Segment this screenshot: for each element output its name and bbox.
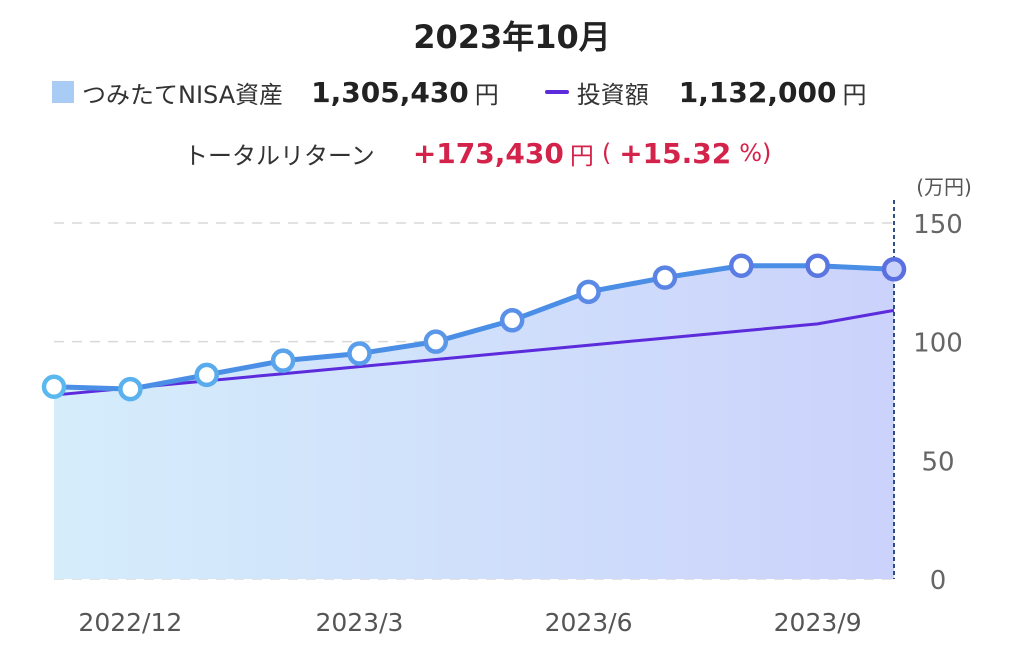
asset-unit: 円 bbox=[474, 80, 499, 109]
invest-value: 1,132,000 bbox=[678, 75, 837, 109]
y-axis-unit: (万円) bbox=[916, 175, 972, 199]
asset-point bbox=[270, 348, 296, 373]
asset-legend-swatch bbox=[52, 81, 74, 103]
invest-legend-label: 投資額 bbox=[576, 80, 649, 109]
return-unit: 円 bbox=[569, 141, 594, 170]
legend-row: つみたてNISA資産 1,305,430 円 投資額 1,132,000 円 bbox=[52, 72, 866, 112]
asset-point bbox=[805, 253, 830, 278]
return-label: トータルリターン bbox=[184, 141, 375, 170]
chart-title: 2023年10月 bbox=[413, 18, 611, 56]
asset-point bbox=[423, 329, 449, 354]
asset-point bbox=[729, 253, 754, 278]
x-tick-label: 2023/3 bbox=[315, 608, 403, 637]
asset-point bbox=[881, 257, 907, 282]
return-percent: +15.32 bbox=[619, 136, 732, 170]
y-tick-label-100: 100 bbox=[913, 329, 963, 359]
x-tick-label: 2022/12 bbox=[78, 608, 182, 637]
invest-line bbox=[53, 308, 895, 397]
return-value: +173,430 bbox=[412, 136, 564, 170]
x-tick-label: 2023/9 bbox=[774, 608, 862, 637]
asset-area-fill bbox=[54, 265, 894, 579]
total-return-row: トータルリターン +173,430 円 ( +15.32 %) bbox=[184, 133, 771, 173]
asset-line bbox=[53, 263, 895, 392]
asset-point bbox=[347, 341, 372, 366]
invest-legend-swatch bbox=[544, 90, 569, 94]
asset-point bbox=[652, 265, 678, 290]
asset-point bbox=[194, 362, 219, 388]
asset-point bbox=[576, 279, 601, 305]
asset-point bbox=[41, 374, 67, 400]
return-paren-open: ( bbox=[601, 139, 612, 167]
asset-value: 1,305,430 bbox=[311, 75, 469, 109]
asset-legend-label: つみたてNISA資産 bbox=[82, 80, 284, 109]
invest-unit: 円 bbox=[842, 80, 867, 109]
asset-point bbox=[118, 376, 143, 402]
x-tick-label: 2023/6 bbox=[545, 608, 633, 637]
y-tick-label-50: 50 bbox=[921, 447, 954, 477]
y-tick-label-0: 0 bbox=[930, 566, 947, 596]
return-percent-unit: %) bbox=[739, 139, 772, 167]
y-tick-label-150: 150 bbox=[913, 210, 963, 240]
asset-point bbox=[499, 308, 525, 333]
